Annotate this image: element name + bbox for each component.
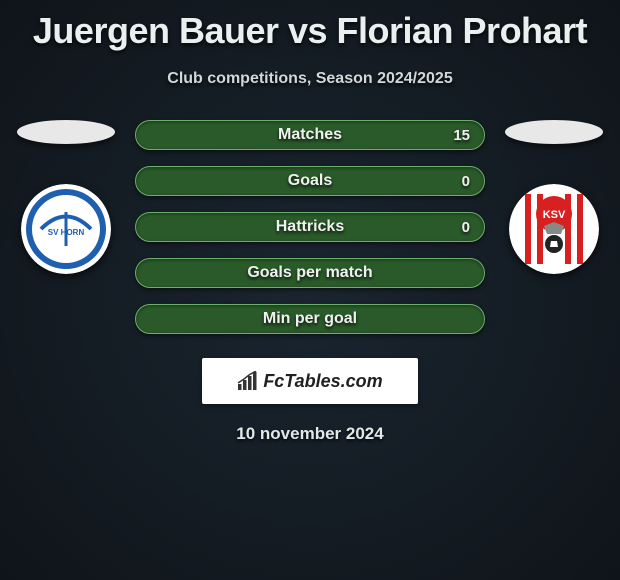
stat-label: Hattricks <box>276 218 344 236</box>
left-club-badge: SV HORN <box>21 184 111 274</box>
stat-value: 0 <box>462 173 470 190</box>
stat-bar: Hattricks 0 <box>135 212 485 242</box>
svg-text:SV HORN: SV HORN <box>48 228 85 237</box>
right-player-photo <box>505 120 603 144</box>
stat-label: Matches <box>278 126 342 144</box>
stat-value: 15 <box>453 127 470 144</box>
stat-label: Min per goal <box>263 310 357 328</box>
left-player-column: SV HORN <box>11 120 121 274</box>
right-player-column: KSV <box>499 120 609 274</box>
stat-bar: Matches 15 <box>135 120 485 150</box>
date-text: 10 november 2024 <box>0 424 620 444</box>
stat-label: Goals per match <box>247 264 372 282</box>
stat-bar: Goals 0 <box>135 166 485 196</box>
brand-text: FcTables.com <box>263 371 382 392</box>
stat-label: Goals <box>288 172 332 190</box>
chart-icon <box>237 371 259 391</box>
comparison-row: SV HORN Matches 15 Goals 0 Hattricks 0 Goals p… <box>0 120 620 350</box>
brand-watermark: FcTables.com <box>202 358 418 404</box>
left-player-photo <box>17 120 115 144</box>
svg-text:KSV: KSV <box>543 209 566 221</box>
right-club-badge: KSV <box>509 184 599 274</box>
stats-column: Matches 15 Goals 0 Hattricks 0 Goals per match… <box>135 120 485 350</box>
stat-bar: Min per goal <box>135 304 485 334</box>
subtitle: Club competitions, Season 2024/2025 <box>0 70 620 88</box>
page-title: Juergen Bauer vs Florian Prohart <box>0 0 620 52</box>
stat-value: 0 <box>462 219 470 236</box>
stat-bar: Goals per match <box>135 258 485 288</box>
